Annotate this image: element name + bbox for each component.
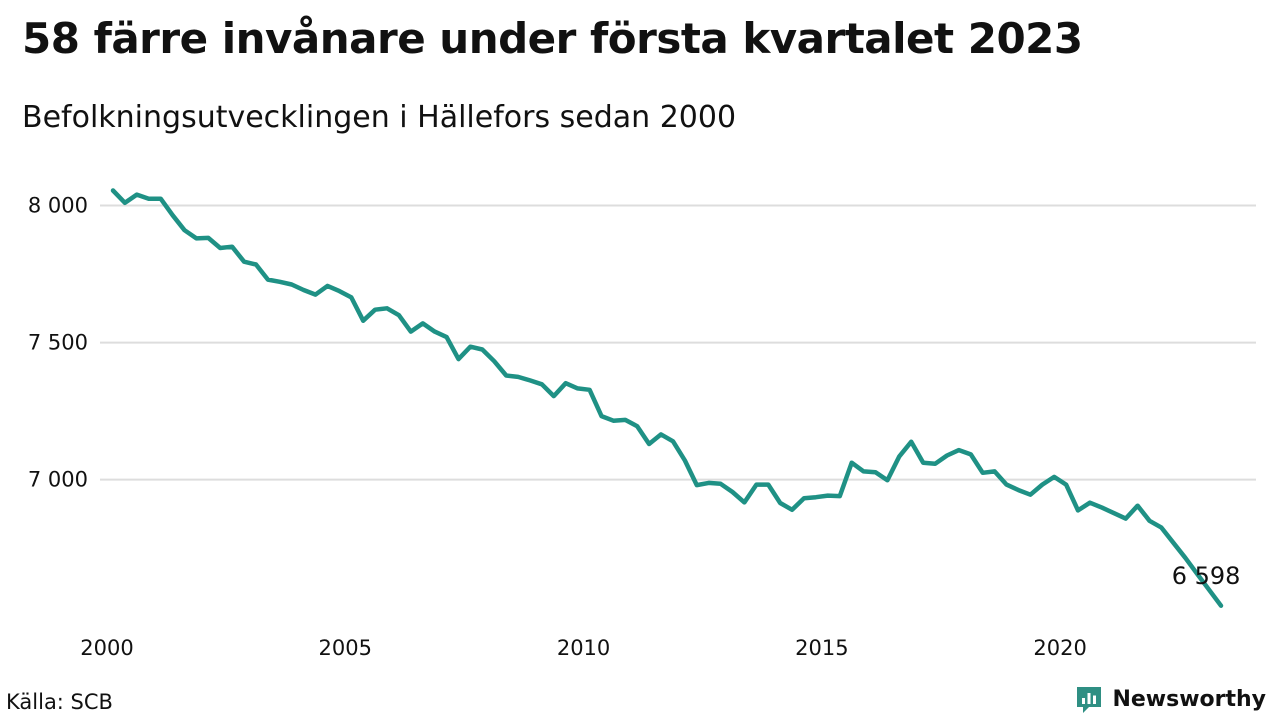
- x-tick-label: 2005: [319, 636, 372, 660]
- x-tick-label: 2010: [557, 636, 610, 660]
- y-tick-label: 8 000: [28, 194, 88, 218]
- newsworthy-logo-icon: [1077, 687, 1102, 713]
- source-note: Källa: SCB: [6, 690, 113, 714]
- chart-subtitle: Befolkningsutvecklingen i Hällefors seda…: [22, 100, 737, 135]
- chart-title: 58 färre invånare under första kvartalet…: [22, 14, 1083, 63]
- series-group: [110, 188, 1224, 608]
- x-tick-label: 2000: [80, 636, 133, 660]
- y-tick-label: 7 000: [28, 468, 88, 492]
- brand[interactable]: Newsworthy: [1074, 684, 1266, 714]
- y-tick-label: 7 500: [28, 331, 88, 355]
- x-tick-label: 2020: [1033, 636, 1086, 660]
- end-value-label: 6 598: [1172, 562, 1241, 590]
- series-line: [110, 188, 1224, 608]
- brand-name: Newsworthy: [1112, 686, 1266, 712]
- x-axis-ticks: 2000 2005 2010 2015 2020: [80, 636, 1087, 660]
- gridlines: [100, 204, 1256, 481]
- y-axis-ticks: 7 000 7 500 8 000: [28, 194, 88, 492]
- x-tick-label: 2015: [795, 636, 848, 660]
